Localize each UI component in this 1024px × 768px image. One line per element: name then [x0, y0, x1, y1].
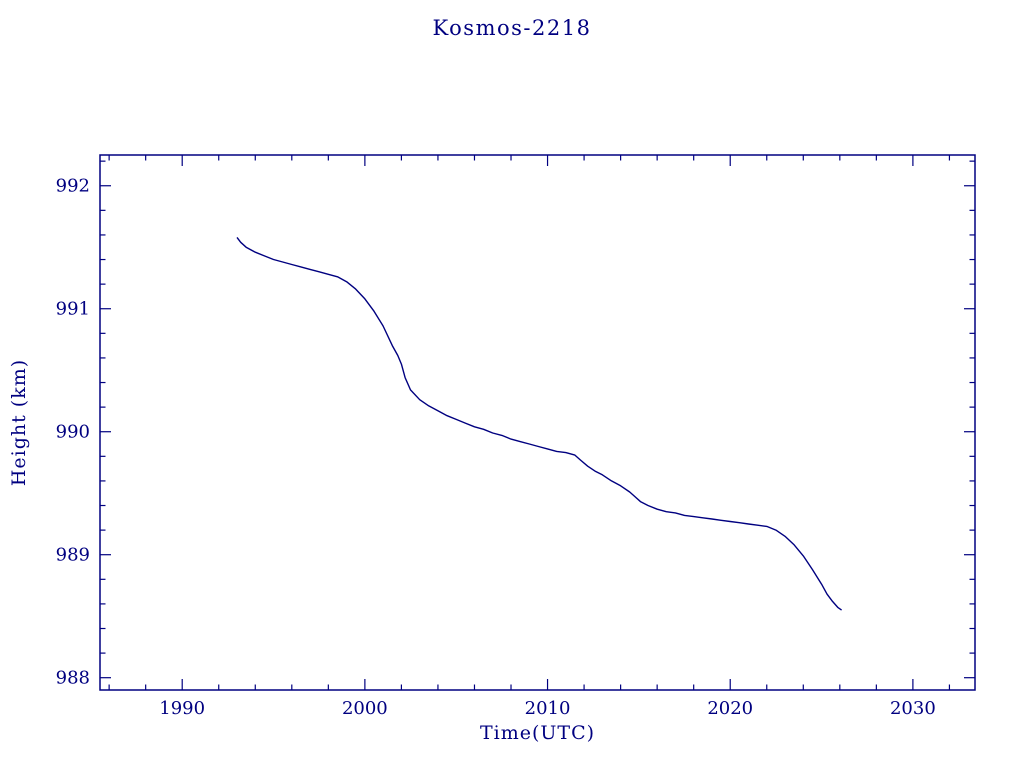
- x-tick-label: 2030: [890, 698, 936, 719]
- y-tick-label: 990: [56, 422, 90, 443]
- chart-title: Kosmos-2218: [432, 16, 592, 40]
- x-tick-label: 2000: [342, 698, 388, 719]
- data-line: [236, 236, 842, 611]
- x-tick-label: 2020: [707, 698, 753, 719]
- x-axis-label: Time(UTC): [479, 722, 596, 744]
- y-tick-label: 989: [56, 545, 90, 566]
- y-tick-label: 991: [56, 299, 90, 320]
- y-tick-label: 988: [56, 668, 90, 689]
- x-tick-label: 2010: [525, 698, 571, 719]
- x-tick-label: 1990: [159, 698, 205, 719]
- y-tick-label: 992: [56, 176, 90, 197]
- plot-frame: [99, 154, 976, 691]
